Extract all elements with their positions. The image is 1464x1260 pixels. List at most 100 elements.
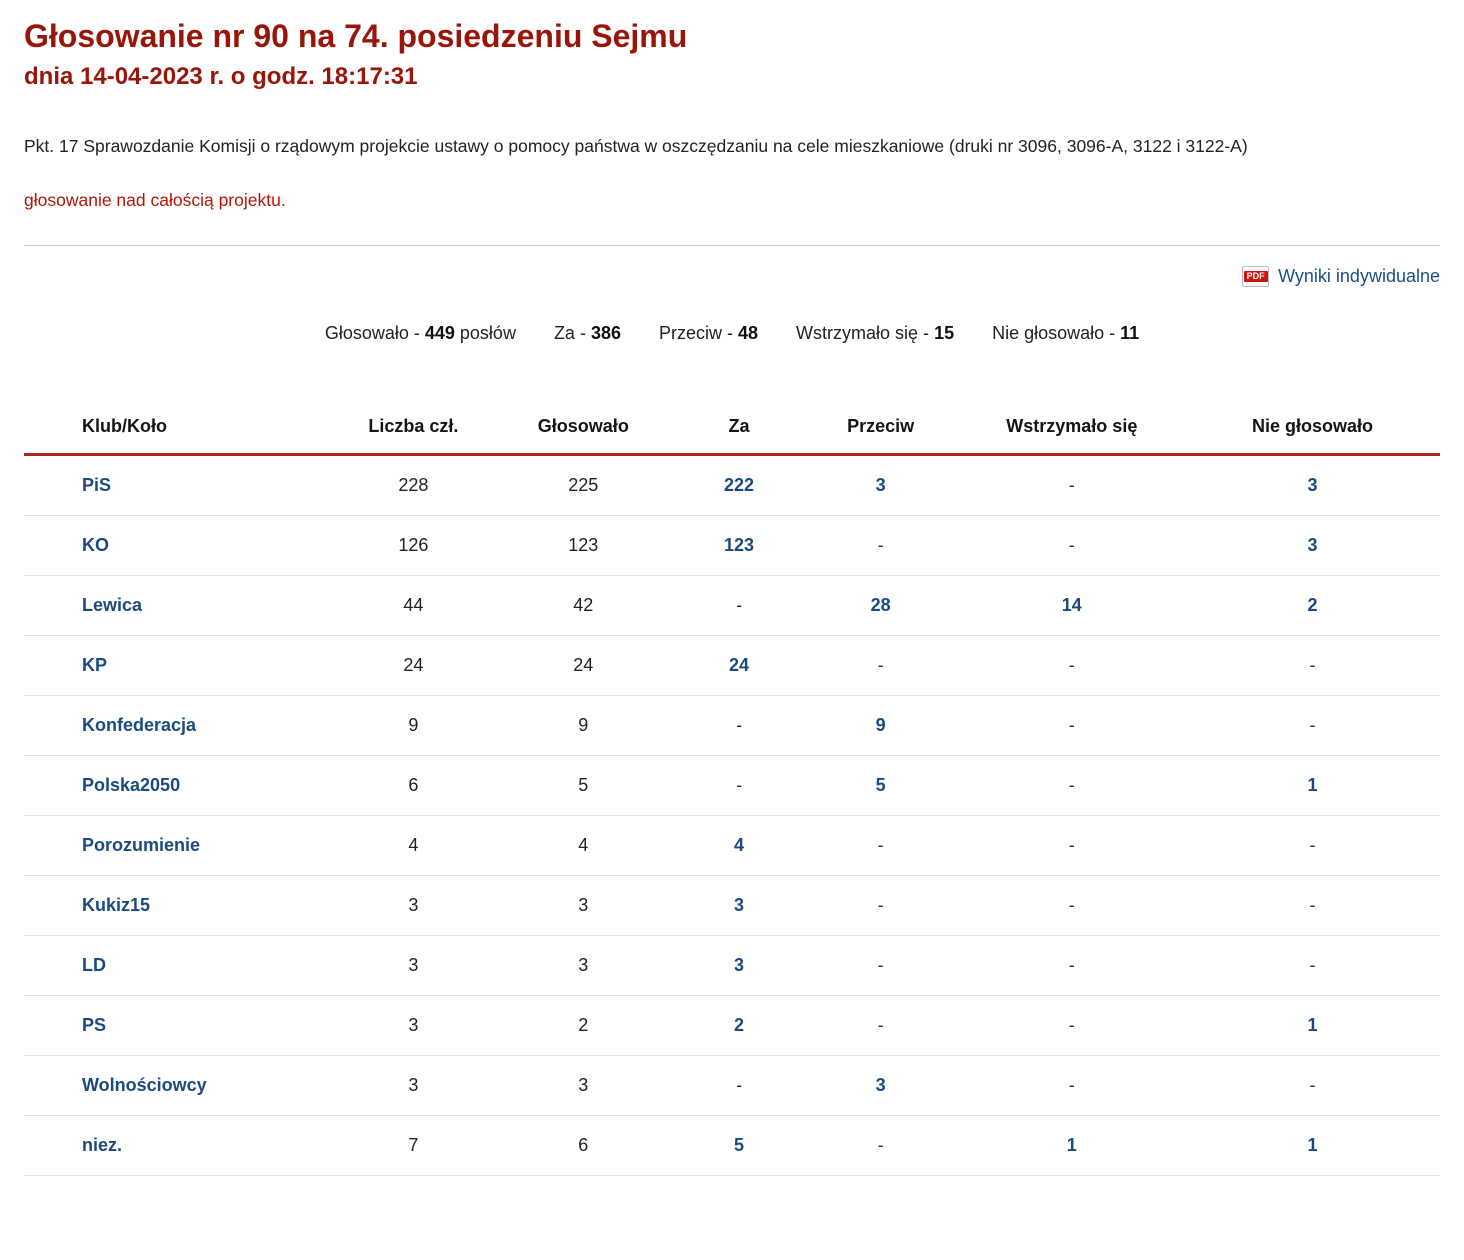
club-link[interactable]: LD	[82, 955, 106, 976]
club-link[interactable]: Konfederacja	[82, 715, 197, 736]
vote-count-link[interactable]: 1	[1307, 1135, 1318, 1156]
cell-members: 126	[335, 515, 492, 577]
club-link[interactable]: Porozumienie	[82, 835, 201, 856]
dash: -	[1068, 835, 1075, 856]
cell-club: niez.	[24, 1115, 336, 1177]
cell-against: -	[802, 815, 959, 877]
cell-club: KO	[24, 515, 336, 577]
cell-voted: 2	[491, 995, 676, 1057]
dash: -	[877, 655, 884, 676]
club-link[interactable]: Lewica	[82, 595, 143, 616]
dash: -	[877, 835, 884, 856]
individual-results-label: Wyniki indywidualne	[1278, 266, 1440, 287]
cell-not_voting: -	[1185, 935, 1440, 997]
cell-value: 7	[408, 1135, 419, 1156]
table-row: PiS 228 225 222 3 - 3	[24, 454, 1440, 517]
vote-count-link[interactable]: 123	[724, 535, 755, 556]
club-link[interactable]: Wolnościowcy	[82, 1075, 207, 1096]
cell-club: PiS	[24, 454, 336, 517]
cell-members: 4	[335, 815, 492, 877]
cell-for: 3	[675, 875, 803, 937]
cell-value: 4	[408, 835, 419, 856]
cell-value: 3	[408, 955, 419, 976]
table-body: PiS 228 225 222 3-3 KO 126 123 123- -3 Lewica 44 42-…	[24, 454, 1440, 1177]
vote-count-link[interactable]: 3	[1307, 535, 1318, 556]
club-link[interactable]: Kukiz15	[82, 895, 151, 916]
club-link[interactable]: niez.	[82, 1135, 123, 1156]
vote-count-link[interactable]: 1	[1307, 1015, 1318, 1036]
cell-for: -	[675, 695, 803, 757]
summary-label: Nie głosowało -	[992, 323, 1121, 344]
cell-not_voting: 1	[1185, 1115, 1440, 1177]
club-link[interactable]: PiS	[82, 475, 112, 496]
dash: -	[1068, 1015, 1075, 1036]
cell-members: 3	[335, 1055, 492, 1117]
cell-members: 7	[335, 1115, 492, 1177]
dash: -	[1309, 895, 1316, 916]
summary-item: Głosowało - 449 posłów	[325, 323, 516, 344]
column-header-za: Za	[675, 402, 803, 457]
cell-value: 24	[403, 655, 424, 676]
club-link[interactable]: KO	[82, 535, 109, 556]
vote-count-link[interactable]: 5	[875, 775, 886, 796]
table-row: KP 24 24 24 - - -	[24, 635, 1440, 697]
vote-count-link[interactable]: 2	[1307, 595, 1318, 616]
vote-summary: Głosowało - 449 posłów Za - 386 Przeciw - …	[24, 323, 1440, 344]
dash: -	[877, 955, 884, 976]
vote-count-link[interactable]: 3	[734, 955, 745, 976]
cell-value: 126	[398, 535, 429, 556]
vote-count-link[interactable]: 28	[870, 595, 891, 616]
vote-count-link[interactable]: 9	[875, 715, 886, 736]
table-row: Polska2050 6 5 - 5 - 1	[24, 755, 1440, 817]
individual-results-link[interactable]: PDF Wyniki indywidualne	[1242, 266, 1440, 288]
cell-for: 4	[675, 815, 803, 877]
column-header-przeciw: Przeciw	[802, 402, 959, 457]
cell-voted: 3	[491, 935, 676, 997]
dash: -	[1068, 955, 1075, 976]
vote-count-link[interactable]: 3	[734, 895, 745, 916]
cell-club: Kukiz15	[24, 875, 336, 937]
vote-count-link[interactable]: 2	[734, 1015, 745, 1036]
cell-against: -	[802, 635, 959, 697]
pdf-icon: PDF	[1242, 266, 1270, 288]
vote-count-link[interactable]: 24	[729, 655, 750, 676]
dash: -	[1068, 895, 1075, 916]
vote-count-link[interactable]: 5	[734, 1135, 745, 1156]
vote-count-link[interactable]: 14	[1061, 595, 1082, 616]
vote-count-link[interactable]: 3	[1307, 475, 1318, 496]
summary-suffix: posłów	[454, 323, 516, 344]
dash: -	[877, 1015, 884, 1036]
cell-value: 4	[578, 835, 589, 856]
summary-label: Wstrzymało się -	[796, 323, 935, 344]
vote-count-link[interactable]: 1	[1066, 1135, 1077, 1156]
vote-count-link[interactable]: 222	[724, 475, 755, 496]
club-link[interactable]: Polska2050	[82, 775, 181, 796]
vote-count-link[interactable]: 4	[734, 835, 745, 856]
table-row: niez. 7 6 5 - 1 1	[24, 1115, 1440, 1177]
cell-club: Wolnościowcy	[24, 1055, 336, 1117]
dash: -	[877, 895, 884, 916]
cell-for: 123	[675, 515, 803, 577]
cell-abstained: -	[958, 875, 1186, 937]
summary-label: Przeciw -	[659, 323, 739, 344]
vote-count-link[interactable]: 3	[875, 475, 886, 496]
club-link[interactable]: KP	[82, 655, 108, 676]
column-header-klub: Klub/Koło	[24, 402, 336, 457]
cell-value: 6	[578, 1135, 589, 1156]
cell-value: 3	[408, 895, 419, 916]
cell-members: 3	[335, 875, 492, 937]
cell-value: 3	[408, 1075, 419, 1096]
cell-value: 3	[578, 895, 589, 916]
cell-abstained: 14	[958, 575, 1186, 637]
voting-results-page: Głosowanie nr 90 na 74. posiedzeniu Sejm…	[24, 18, 1440, 1177]
dash: -	[877, 1135, 884, 1156]
summary-item: Wstrzymało się - 15	[796, 323, 954, 344]
cell-not_voting: 1	[1185, 755, 1440, 817]
cell-abstained: -	[958, 995, 1186, 1057]
vote-count-link[interactable]: 1	[1307, 775, 1318, 796]
cell-voted: 123	[491, 515, 676, 577]
column-header-nie-glosowalo: Nie głosowało	[1185, 402, 1440, 457]
vote-count-link[interactable]: 3	[875, 1075, 886, 1096]
cell-not_voting: -	[1185, 695, 1440, 757]
club-link[interactable]: PS	[82, 1015, 107, 1036]
